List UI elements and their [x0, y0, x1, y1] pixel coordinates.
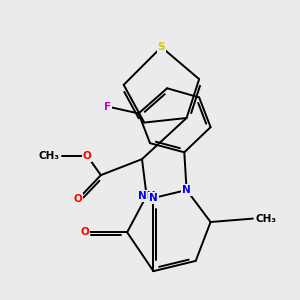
Text: CH₃: CH₃ [39, 151, 60, 161]
Text: O: O [83, 151, 92, 161]
Text: O: O [80, 227, 89, 237]
Text: N: N [149, 193, 158, 203]
Text: S: S [158, 42, 165, 52]
Text: NH: NH [138, 191, 155, 201]
Text: F: F [104, 102, 111, 112]
Text: O: O [74, 194, 82, 204]
Text: CH₃: CH₃ [255, 214, 276, 224]
Text: N: N [182, 185, 191, 195]
